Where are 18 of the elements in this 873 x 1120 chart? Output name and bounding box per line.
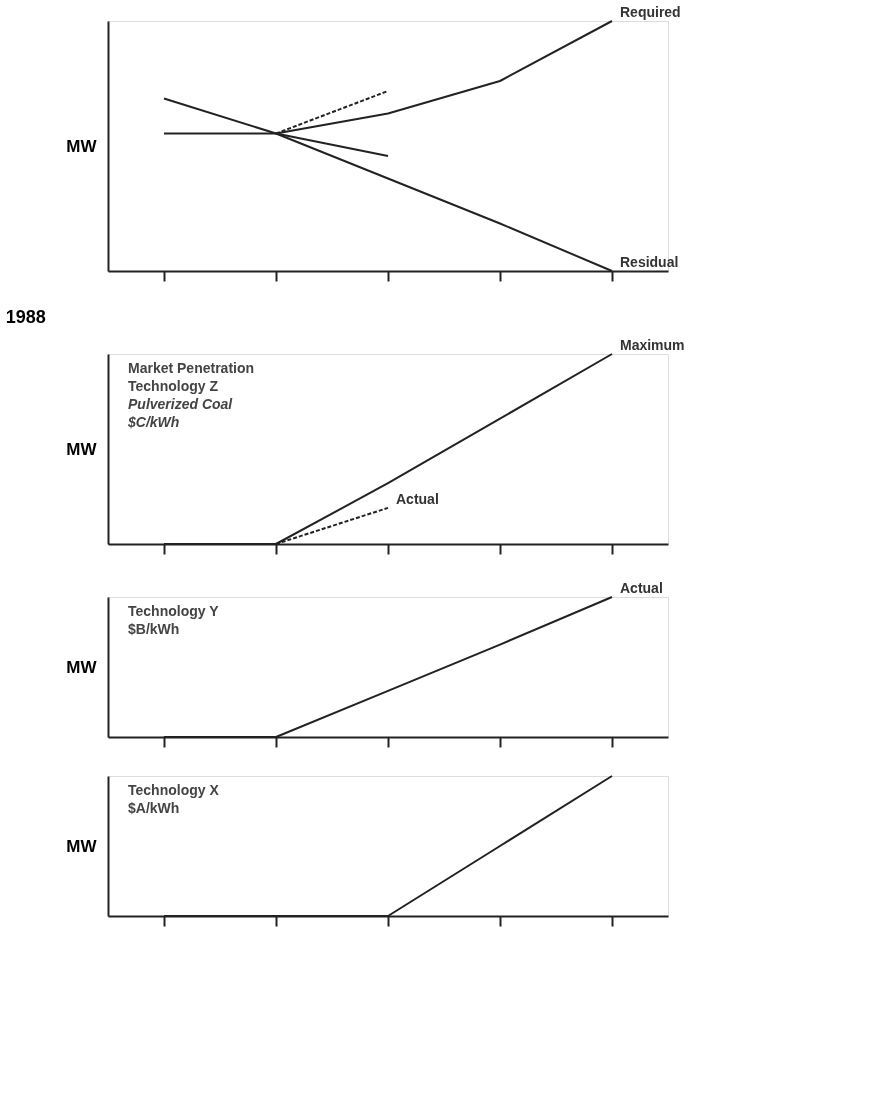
annotation: $C/kWh (127, 414, 180, 430)
annotation: Pulverized Coal (128, 396, 234, 412)
y-axis-title: MW (66, 836, 98, 856)
series-label: Residual (620, 254, 679, 270)
series-label: Actual (620, 580, 663, 596)
chart-title: 1988 (5, 307, 46, 327)
y-axis-title: MW (66, 657, 98, 677)
y-axis-title: MW (66, 136, 98, 156)
annotation: $B/kWh (128, 621, 180, 637)
annotation: $A/kWh (128, 800, 180, 816)
annotation: Technology Y (128, 603, 220, 619)
series-label: Actual (396, 490, 439, 507)
annotation: Technology Z (128, 378, 219, 394)
series-label: Maximum (620, 337, 685, 353)
series-label: Required (620, 4, 681, 20)
annotation: Technology X (128, 782, 220, 798)
annotation: Market Penetration (128, 360, 255, 376)
y-axis-title: MW (66, 439, 98, 459)
